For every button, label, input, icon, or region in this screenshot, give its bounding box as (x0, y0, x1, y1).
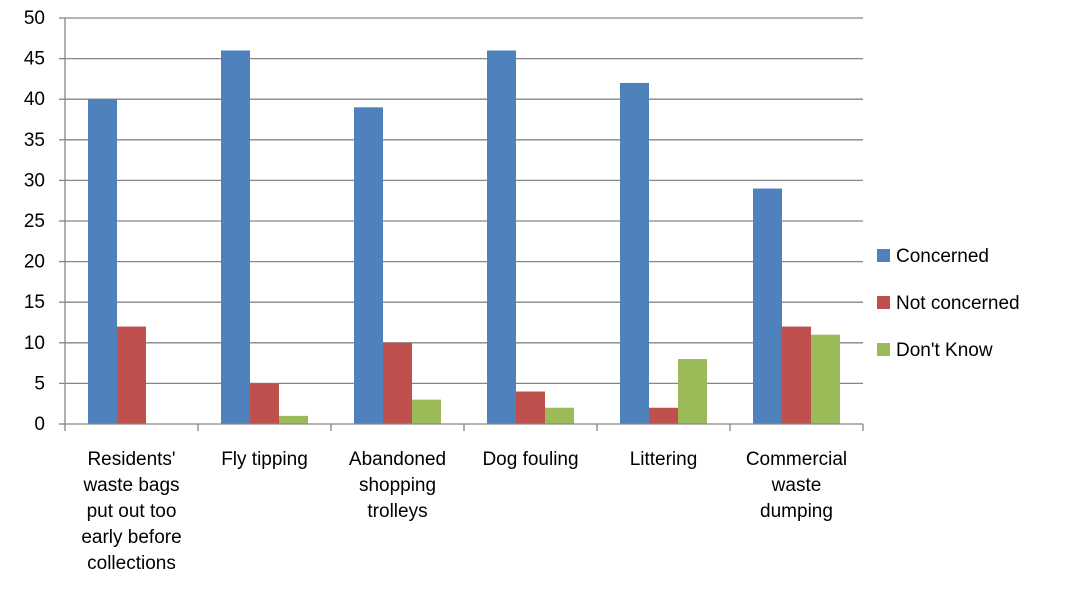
bar-not-concerned-1 (250, 383, 279, 424)
bar-don-t-know-3 (545, 407, 574, 424)
x-category-label-line: shopping (359, 475, 436, 496)
bar-not-concerned-2 (383, 342, 412, 424)
y-axis-tick-labels: 0 5 10 15 20 25 30 35 40 45 50 (24, 8, 65, 435)
y-tick-label: 5 (34, 373, 45, 394)
bar-concerned-3 (487, 50, 516, 424)
y-tick-label: 20 (24, 252, 45, 273)
bar-not-concerned-5 (782, 326, 811, 424)
y-tick-label: 50 (24, 8, 45, 29)
bar-not-concerned-4 (649, 407, 678, 424)
x-category-label-line: early before (81, 527, 181, 548)
x-category-label-line: collections (87, 553, 176, 574)
bar-don-t-know-1 (279, 415, 308, 424)
x-axis-category-labels: Residents' waste bags put out too early bef… (81, 449, 847, 574)
x-category-label-line: Littering (630, 449, 698, 470)
gridlines (65, 17, 863, 385)
x-category-label-line: trolleys (367, 501, 427, 522)
y-tick-label: 45 (24, 49, 45, 70)
bar-concerned-0 (88, 99, 117, 424)
y-tick-label: 30 (24, 170, 45, 191)
y-tick-label: 40 (24, 89, 45, 110)
x-category-label-line: Dog fouling (482, 449, 578, 470)
x-category-label: Dog fouling (482, 449, 578, 470)
bar-concerned-5 (753, 188, 782, 424)
bar-concerned-2 (354, 107, 383, 424)
x-category-label-line: Fly tipping (221, 449, 308, 470)
y-tick-label: 0 (34, 414, 45, 435)
x-category-label-line: Commercial (746, 449, 847, 470)
bar-don-t-know-2 (412, 399, 441, 424)
legend-swatch (877, 249, 890, 262)
y-tick-label: 25 (24, 211, 45, 232)
x-category-label: Residents' waste bags put out too early bef… (81, 449, 181, 574)
y-tick-label: 15 (24, 292, 45, 313)
x-category-label-line: put out too (87, 501, 177, 522)
x-category-label-line: Abandoned (349, 449, 446, 470)
x-category-label-line: dumping (760, 501, 833, 522)
bar-not-concerned-0 (117, 326, 146, 424)
bars (88, 50, 840, 425)
x-category-label-line: waste (771, 475, 822, 496)
legend-swatch (877, 296, 890, 309)
y-tick-label: 35 (24, 130, 45, 151)
axes (64, 18, 864, 431)
bar-concerned-4 (620, 82, 649, 425)
legend-label: Don't Know (896, 340, 993, 361)
x-category-label: Commercial waste dumping (746, 449, 847, 522)
x-category-label-line: Residents' (87, 449, 175, 470)
x-category-label: Abandoned shopping trolleys (349, 449, 446, 522)
x-category-label-line: waste bags (82, 475, 179, 496)
legend-label: Concerned (896, 246, 989, 267)
bar-don-t-know-4 (678, 359, 707, 424)
legend: Concerned Not concerned Don't Know (877, 246, 1020, 361)
x-category-label: Littering (630, 449, 698, 470)
bar-don-t-know-5 (811, 334, 840, 424)
y-tick-label: 10 (24, 333, 45, 354)
legend-swatch (877, 343, 890, 356)
bar-concerned-1 (221, 50, 250, 424)
bar-not-concerned-3 (516, 391, 545, 424)
legend-label: Not concerned (896, 293, 1020, 314)
x-category-label: Fly tipping (221, 449, 308, 470)
